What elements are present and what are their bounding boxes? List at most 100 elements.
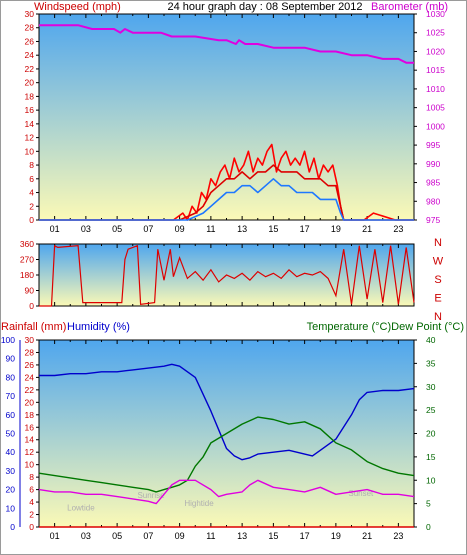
dew-point-line (38, 479, 415, 505)
x-tick-label: 15 (268, 224, 278, 234)
humidity-tick-label: 70 (6, 391, 16, 401)
x-tick-label: 09 (175, 224, 185, 234)
x-tick-label: 01 (50, 224, 60, 234)
direction-label: E (434, 293, 441, 305)
rainfall-tick-label: 18 (25, 410, 35, 420)
rainfall-tick-label: 2 (29, 510, 34, 520)
x-tick-label: 17 (300, 224, 310, 234)
temperature-tick-label: 30 (426, 382, 436, 392)
y-tick-label: 990 (426, 159, 440, 169)
x-tick-label: 11 (206, 224, 215, 234)
x-tick-label: 17 (300, 531, 310, 541)
temperature-axis-title: Temperature (°C)Dew Point (°C) (307, 321, 464, 333)
rainfall-tick-label: 22 (25, 385, 35, 395)
x-tick-label: 15 (268, 531, 278, 541)
temperature-tick-label: 40 (426, 335, 436, 345)
rainfall-tick-label: 20 (25, 397, 35, 407)
rainfall-tick-label: 0 (29, 522, 34, 532)
y-tick-label: 180 (20, 270, 34, 280)
rain-humidity-temperature-panel: 0102030405060708090100024681012141618202… (1, 335, 436, 541)
temperature-tick-label: 0 (426, 522, 431, 532)
rainfall-tick-label: 16 (25, 422, 35, 432)
rainfall-tick-label: 14 (25, 435, 35, 445)
temperature-tick-label: 25 (426, 405, 436, 415)
y-tick-label: 2 (29, 201, 34, 211)
humidity-tick-label: 50 (6, 429, 16, 439)
humidity-tick-label: 40 (6, 447, 16, 457)
y-tick-label: 14 (25, 119, 35, 129)
y-tick-label: 985 (426, 178, 440, 188)
y-tick-label: 1020 (426, 46, 445, 56)
x-tick-label: 07 (143, 531, 153, 541)
y-tick-label: 1030 (426, 9, 445, 19)
y-tick-label: 0 (29, 301, 34, 311)
humidity-axis-title: Humidity (%) (67, 321, 130, 333)
rainfall-axis-title: Rainfall (mm) (1, 321, 66, 333)
x-tick-label: 19 (331, 531, 341, 541)
rainfall-tick-label: 24 (25, 372, 35, 382)
y-tick-label: 30 (25, 9, 35, 19)
y-tick-label: 8 (29, 160, 34, 170)
x-tick-label: 21 (362, 224, 372, 234)
y-tick-label: 1010 (426, 84, 445, 94)
temperature-tick-label: 15 (426, 452, 436, 462)
x-tick-label: 21 (362, 531, 372, 541)
x-tick-label: 13 (237, 531, 247, 541)
direction-label: W (433, 256, 444, 268)
x-tick-label: 09 (175, 531, 185, 541)
x-tick-label: 13 (237, 224, 247, 234)
x-tick-label: 23 (393, 531, 403, 541)
rainfall-tick-label: 26 (25, 360, 35, 370)
rainfall-tick-label: 6 (29, 485, 34, 495)
x-tick-label: 23 (393, 224, 403, 234)
y-tick-label: 270 (20, 255, 34, 265)
humidity-tick-label: 20 (6, 485, 16, 495)
annotation-label: Hightide (184, 499, 214, 508)
y-tick-label: 16 (25, 105, 35, 115)
direction-label: S (434, 274, 441, 286)
graph-title: 24 hour graph day : 08 September 2012 (167, 1, 362, 13)
rainfall-tick-label: 12 (25, 447, 35, 457)
x-tick-label: 05 (112, 531, 122, 541)
x-tick-label: 19 (331, 224, 341, 234)
rainfall-tick-label: 4 (29, 497, 34, 507)
direction-label: N (434, 311, 442, 323)
humidity-tick-label: 10 (6, 503, 16, 513)
y-tick-label: 1005 (426, 103, 445, 113)
y-tick-label: 4 (29, 188, 34, 198)
humidity-tick-label: 80 (6, 372, 16, 382)
humidity-line (39, 363, 415, 461)
plot-area (38, 13, 415, 221)
average-line (39, 178, 414, 221)
humidity-tick-label: 30 (6, 466, 16, 476)
annotation-label: Sunrise (137, 491, 165, 500)
y-tick-label: 90 (25, 286, 35, 296)
temperature-line (38, 416, 415, 493)
y-tick-label: 22 (25, 64, 35, 74)
barometer-line (39, 24, 414, 64)
x-tick-label: 03 (81, 224, 91, 234)
y-tick-label: 20 (25, 78, 35, 88)
x-tick-label: 07 (143, 224, 153, 234)
windspeed-axis-title: Windspeed (mph) (34, 1, 121, 13)
annotation-label: Sunset (348, 489, 374, 498)
y-tick-label: 24 (25, 50, 35, 60)
temperature-tick-label: 20 (426, 429, 436, 439)
y-tick-label: 6 (29, 174, 34, 184)
y-tick-label: 1000 (426, 121, 445, 131)
y-tick-label: 10 (25, 146, 35, 156)
rainfall-tick-label: 10 (25, 460, 35, 470)
y-tick-label: 28 (25, 23, 35, 33)
humidity-tick-label: 90 (6, 354, 16, 364)
y-tick-label: 18 (25, 91, 35, 101)
windspeed-line (39, 164, 414, 221)
humidity-tick-label: 60 (6, 410, 16, 420)
rainfall-tick-label: 30 (25, 335, 35, 345)
x-tick-label: 11 (206, 531, 215, 541)
wind-barometer-panel: 0246810121416182022242628309759809859909… (25, 9, 446, 234)
annotation-label: Lowtide (67, 504, 95, 513)
direction-label: N (434, 237, 442, 249)
rainfall-tick-label: 8 (29, 472, 34, 482)
x-tick-label: 01 (50, 531, 60, 541)
